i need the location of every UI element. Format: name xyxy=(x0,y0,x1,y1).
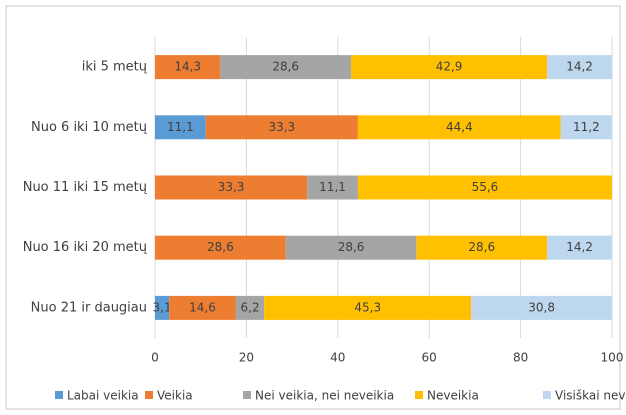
bar-segment xyxy=(560,115,612,140)
bar-segment xyxy=(471,295,612,320)
x-tick-label: 40 xyxy=(330,351,345,365)
y-tick-label: Nuo 11 iki 15 metų xyxy=(23,180,147,195)
data-label: 28,6 xyxy=(272,60,299,74)
bar-segment xyxy=(169,295,236,320)
legend-marker xyxy=(145,391,153,399)
data-label: 28,6 xyxy=(338,240,365,254)
legend-marker xyxy=(415,391,423,399)
bar-segment xyxy=(235,295,265,320)
bar-segment xyxy=(351,55,548,80)
data-label: 14,6 xyxy=(189,300,216,314)
bar-segment xyxy=(416,235,548,260)
data-label: 11,1 xyxy=(167,120,194,134)
data-label: 33,3 xyxy=(218,180,245,194)
x-tick-label: 0 xyxy=(151,351,159,365)
bar-segment xyxy=(155,115,206,140)
data-label: 28,6 xyxy=(207,240,234,254)
x-tick-label: 100 xyxy=(601,351,624,365)
data-label: 42,9 xyxy=(436,60,463,74)
legend-label: Labai veikia xyxy=(67,389,139,403)
x-tick-label: 60 xyxy=(422,351,437,365)
legend-label: Visiškai neveikia xyxy=(555,389,626,403)
data-label: 55,6 xyxy=(472,180,499,194)
bar-segment xyxy=(357,175,612,200)
x-tick-label: 80 xyxy=(513,351,528,365)
bar-segment xyxy=(547,235,612,260)
bar-segment xyxy=(547,55,612,80)
data-label: 14,2 xyxy=(566,60,593,74)
y-tick-label: iki 5 metų xyxy=(82,60,147,75)
data-label: 11,1 xyxy=(319,180,346,194)
y-tick-label: Nuo 16 iki 20 metų xyxy=(23,240,147,255)
data-label: 11,2 xyxy=(573,120,600,134)
bar-segment xyxy=(220,55,352,80)
y-tick-label: Nuo 6 iki 10 metų xyxy=(31,120,147,135)
bar-segment xyxy=(307,175,358,200)
bar-segment xyxy=(357,115,561,140)
data-label: 6,2 xyxy=(241,300,260,314)
data-label: 28,6 xyxy=(468,240,495,254)
data-label: 30,8 xyxy=(528,300,555,314)
data-label: 14,2 xyxy=(566,240,593,254)
bar-segment xyxy=(155,235,286,260)
bar-segment xyxy=(264,295,472,320)
bar-segment xyxy=(155,175,308,200)
data-label: 44,4 xyxy=(446,120,473,134)
legend-marker xyxy=(543,391,551,399)
bar-segment xyxy=(155,295,170,320)
legend-label: Nei veikia, nei neveikia xyxy=(255,389,394,403)
data-label: 3,1 xyxy=(153,300,172,314)
data-label: 33,3 xyxy=(268,120,295,134)
bar-segment xyxy=(285,235,417,260)
legend-label: Neveikia xyxy=(427,389,479,403)
x-tick-label: 20 xyxy=(239,351,254,365)
legend-marker xyxy=(243,391,251,399)
legend-marker xyxy=(55,391,63,399)
data-label: 14,3 xyxy=(174,60,201,74)
bar-segment xyxy=(205,115,358,140)
legend-label: Veikia xyxy=(157,389,193,403)
y-tick-label: Nuo 21 ir daugiau xyxy=(31,300,147,315)
bar-segment xyxy=(155,55,221,80)
data-label: 45,3 xyxy=(354,300,381,314)
